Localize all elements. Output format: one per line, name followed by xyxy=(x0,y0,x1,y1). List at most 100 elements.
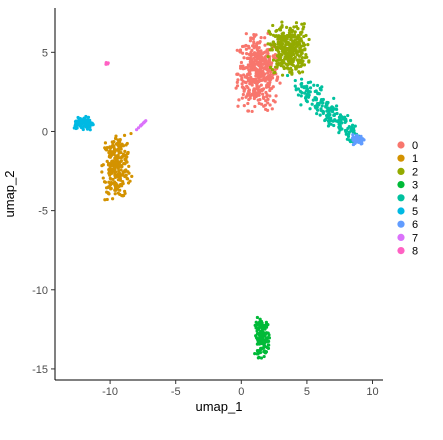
point xyxy=(290,62,294,66)
legend-key xyxy=(397,167,405,175)
series-3 xyxy=(253,315,272,360)
point xyxy=(317,101,321,106)
point xyxy=(125,152,129,156)
point xyxy=(260,55,264,60)
legend-label: 4 xyxy=(412,193,418,205)
point xyxy=(252,45,256,49)
point xyxy=(270,75,274,79)
point xyxy=(353,137,357,141)
point xyxy=(265,77,270,81)
point xyxy=(259,50,263,55)
point xyxy=(256,356,260,360)
point xyxy=(266,323,270,327)
point xyxy=(294,42,298,46)
point xyxy=(257,57,262,61)
point xyxy=(244,47,248,51)
point xyxy=(124,173,128,177)
point xyxy=(239,64,243,68)
point xyxy=(136,126,141,130)
point xyxy=(304,85,308,89)
point xyxy=(255,42,259,46)
point xyxy=(276,63,280,67)
point xyxy=(320,104,324,108)
point xyxy=(271,99,276,103)
point xyxy=(285,73,290,78)
point xyxy=(298,89,302,93)
point xyxy=(117,169,121,173)
y-tick-label: 0 xyxy=(42,126,48,138)
point xyxy=(266,101,270,105)
point xyxy=(276,48,280,52)
point xyxy=(122,170,127,174)
point xyxy=(321,110,326,114)
point xyxy=(250,80,254,85)
point xyxy=(297,70,301,74)
point xyxy=(299,94,303,98)
point xyxy=(319,88,323,92)
point xyxy=(249,75,253,79)
point xyxy=(351,142,356,146)
point xyxy=(270,107,274,111)
point xyxy=(278,28,283,32)
point xyxy=(296,87,300,91)
point xyxy=(300,22,304,26)
point xyxy=(302,63,307,67)
point xyxy=(325,101,330,105)
series-2 xyxy=(266,20,311,77)
point xyxy=(110,167,115,172)
point xyxy=(262,338,266,342)
point xyxy=(259,89,264,93)
point xyxy=(120,142,124,146)
point xyxy=(125,176,129,181)
point xyxy=(275,28,279,33)
point xyxy=(235,72,239,76)
point xyxy=(271,58,276,62)
point xyxy=(331,107,335,111)
point xyxy=(123,149,127,153)
point xyxy=(265,331,269,335)
point xyxy=(235,48,239,52)
point xyxy=(242,44,246,48)
point xyxy=(270,48,274,52)
point xyxy=(311,98,315,102)
point xyxy=(291,41,295,45)
point xyxy=(140,122,144,127)
point xyxy=(326,106,330,110)
point xyxy=(246,63,250,67)
x-tick-label: -10 xyxy=(102,386,118,398)
point xyxy=(101,163,105,167)
point xyxy=(255,74,259,78)
point xyxy=(249,66,253,70)
point xyxy=(306,81,310,85)
point xyxy=(240,76,244,80)
point xyxy=(303,96,308,100)
point xyxy=(274,94,278,98)
point xyxy=(246,44,251,48)
point xyxy=(282,66,286,71)
point xyxy=(237,98,241,102)
point xyxy=(252,52,256,56)
point xyxy=(290,68,294,72)
point xyxy=(113,187,117,191)
point xyxy=(253,79,257,83)
point xyxy=(117,146,121,150)
point xyxy=(283,46,287,50)
point xyxy=(331,119,335,123)
point xyxy=(276,42,280,47)
point xyxy=(280,53,284,57)
point xyxy=(252,33,256,37)
x-axis-title: umap_1 xyxy=(196,399,243,414)
legend-key xyxy=(397,154,405,162)
point xyxy=(240,96,244,100)
legend-label: 3 xyxy=(412,180,418,192)
point xyxy=(348,118,353,123)
y-tick-label: -5 xyxy=(38,206,48,218)
point xyxy=(308,86,313,90)
point xyxy=(299,32,303,36)
point xyxy=(294,48,298,52)
point xyxy=(246,101,250,106)
point xyxy=(245,84,249,88)
point xyxy=(280,49,284,53)
point xyxy=(100,170,104,174)
